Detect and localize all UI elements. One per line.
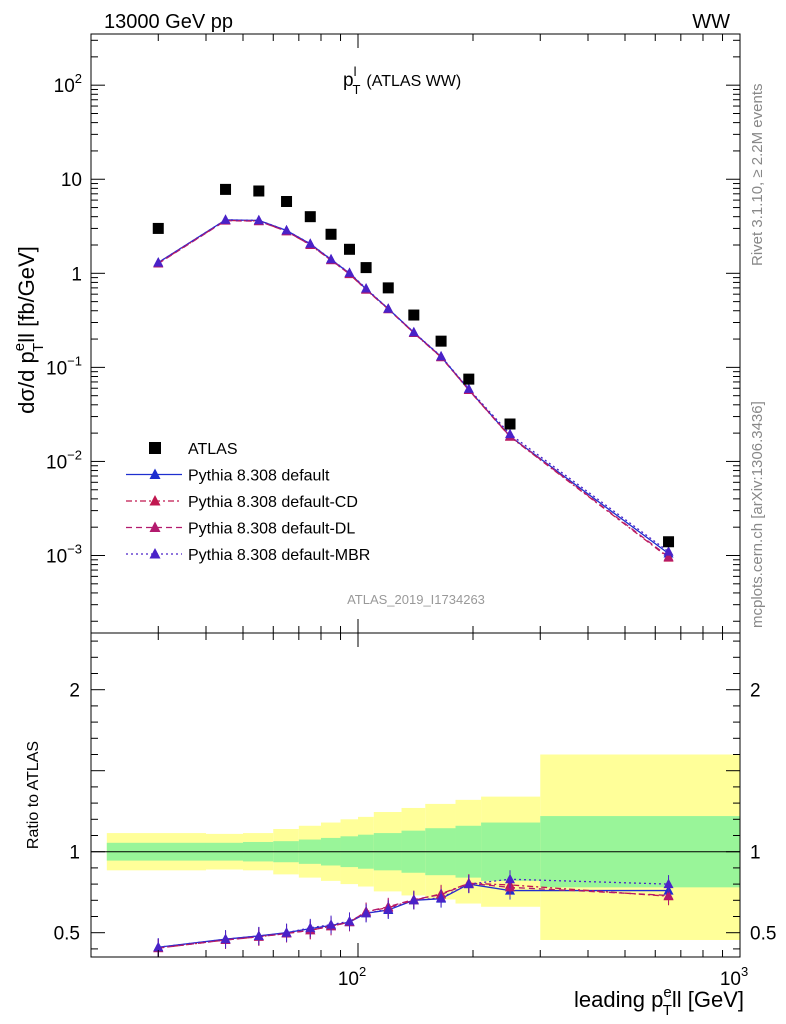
y-tick-label: 10−3 [46, 541, 82, 567]
series-3-point [436, 350, 447, 361]
ratio-y-tick-label-right: 0.5 [750, 924, 776, 945]
series-3-point [663, 546, 674, 556]
series-3-point [463, 383, 474, 393]
ratio-series-3-point [361, 907, 372, 918]
series-3-point [281, 224, 292, 235]
data-point [408, 309, 420, 321]
y-tick-label: 102 [54, 71, 82, 97]
series-3-point [326, 253, 337, 264]
ratio-series-3-point [463, 878, 474, 889]
data-point [304, 211, 316, 223]
ratio-line-2 [158, 882, 669, 949]
y-axis-label: dσ/d pe Tll [fb/GeV] [11, 246, 47, 414]
x-tick-label: 103 [720, 964, 748, 990]
ratio-y-axis-label: Ratio to ATLAS [25, 741, 42, 849]
y-tick-label: 10−2 [46, 447, 82, 473]
ratio-y-tick-label: 2 [69, 681, 80, 702]
series-3-point [220, 214, 231, 224]
legend-label: Pythia 8.308 default-MBR [188, 547, 370, 564]
legend-marker [149, 468, 161, 479]
legend-label: Pythia 8.308 default-DL [188, 521, 355, 538]
ratio-series-3-point [344, 915, 355, 926]
data-point [463, 373, 475, 385]
data-point [504, 418, 516, 430]
series-2-point [663, 551, 674, 561]
legend-marker-data [149, 442, 161, 454]
data-point [253, 185, 265, 197]
ratio-series-3-point [253, 930, 264, 940]
ratio-series-3-point [153, 941, 164, 952]
series-3-point [408, 326, 419, 337]
data-point [435, 335, 447, 347]
series-3-point [305, 238, 316, 248]
series-3-point [505, 428, 516, 439]
data-point [343, 243, 355, 255]
ratio-y-tick-label: 0.5 [54, 924, 80, 945]
mcplots-side-label: mcplots.cern.ch [arXiv:1306.3436] [749, 401, 766, 628]
rivet-side-label: Rivet 3.1.10, ≥ 2.2M events [749, 84, 766, 267]
legend-marker [149, 521, 161, 532]
ratio-series-2-point [663, 889, 674, 900]
channel-label: WW [692, 11, 730, 33]
series-line-2 [157, 219, 669, 558]
data-point [220, 183, 232, 195]
labels-layer: 13000 GeV pp WW Rivet 3.1.10, ≥ 2.2M eve… [104, 11, 766, 628]
x-tick-label: 102 [338, 964, 366, 990]
ratio-y-tick-label-right: 1 [750, 843, 761, 864]
process-label: 13000 GeV pp [104, 11, 233, 33]
legend-label: Pythia 8.308 default-CD [188, 494, 358, 511]
series-3-point [383, 303, 394, 313]
ratio-series-3-point [220, 933, 231, 944]
legend-label-data: ATLAS [188, 441, 238, 458]
ratio-series-3-point [436, 892, 447, 902]
y-tick-label: 1 [71, 264, 82, 285]
ratio-series-3-point [326, 919, 337, 929]
data-point [152, 222, 164, 234]
series-3-point [361, 282, 372, 293]
data-point [382, 282, 394, 294]
x-axis-label: leading pe Tll [GeV] [574, 984, 744, 1019]
data-point [325, 228, 337, 240]
ratio-frame [90, 632, 741, 958]
ratio-series-3-point [663, 878, 674, 889]
main-panel: 102 10 1 10−1 10−2 10−3 dσ/d pe Tll [fb/GeV] pl T… [11, 33, 741, 634]
data-point [360, 262, 372, 274]
ratio-series-3-point [281, 927, 292, 937]
ratio-series-3-point [408, 894, 419, 905]
series-3-point [253, 214, 264, 225]
legend: ATLAS Pythia 8.308 default Pythia 8.308 de… [126, 441, 370, 564]
data-point [281, 195, 293, 207]
ratio-line-3 [158, 878, 669, 948]
series-3-point [344, 267, 355, 277]
data-point [663, 536, 675, 548]
y-tick-label: 10−1 [46, 353, 82, 379]
plot-title: pl T (ATLAS WW) [343, 64, 461, 97]
ratio-y-tick-label: 1 [69, 843, 80, 864]
y-tick-label: 10 [61, 170, 82, 191]
ratio-series-3-point [383, 903, 394, 914]
legend-marker [149, 495, 161, 506]
legend-marker [149, 548, 161, 559]
ratio-series-3-point [305, 922, 316, 932]
legend-label: Pythia 8.308 default [188, 468, 330, 485]
ratio-y-tick-label-right: 2 [750, 681, 761, 702]
analysis-id-label: ATLAS_2019_I1734263 [347, 592, 485, 607]
series-3-point [153, 257, 164, 267]
ratio-series-3-point [505, 873, 516, 884]
